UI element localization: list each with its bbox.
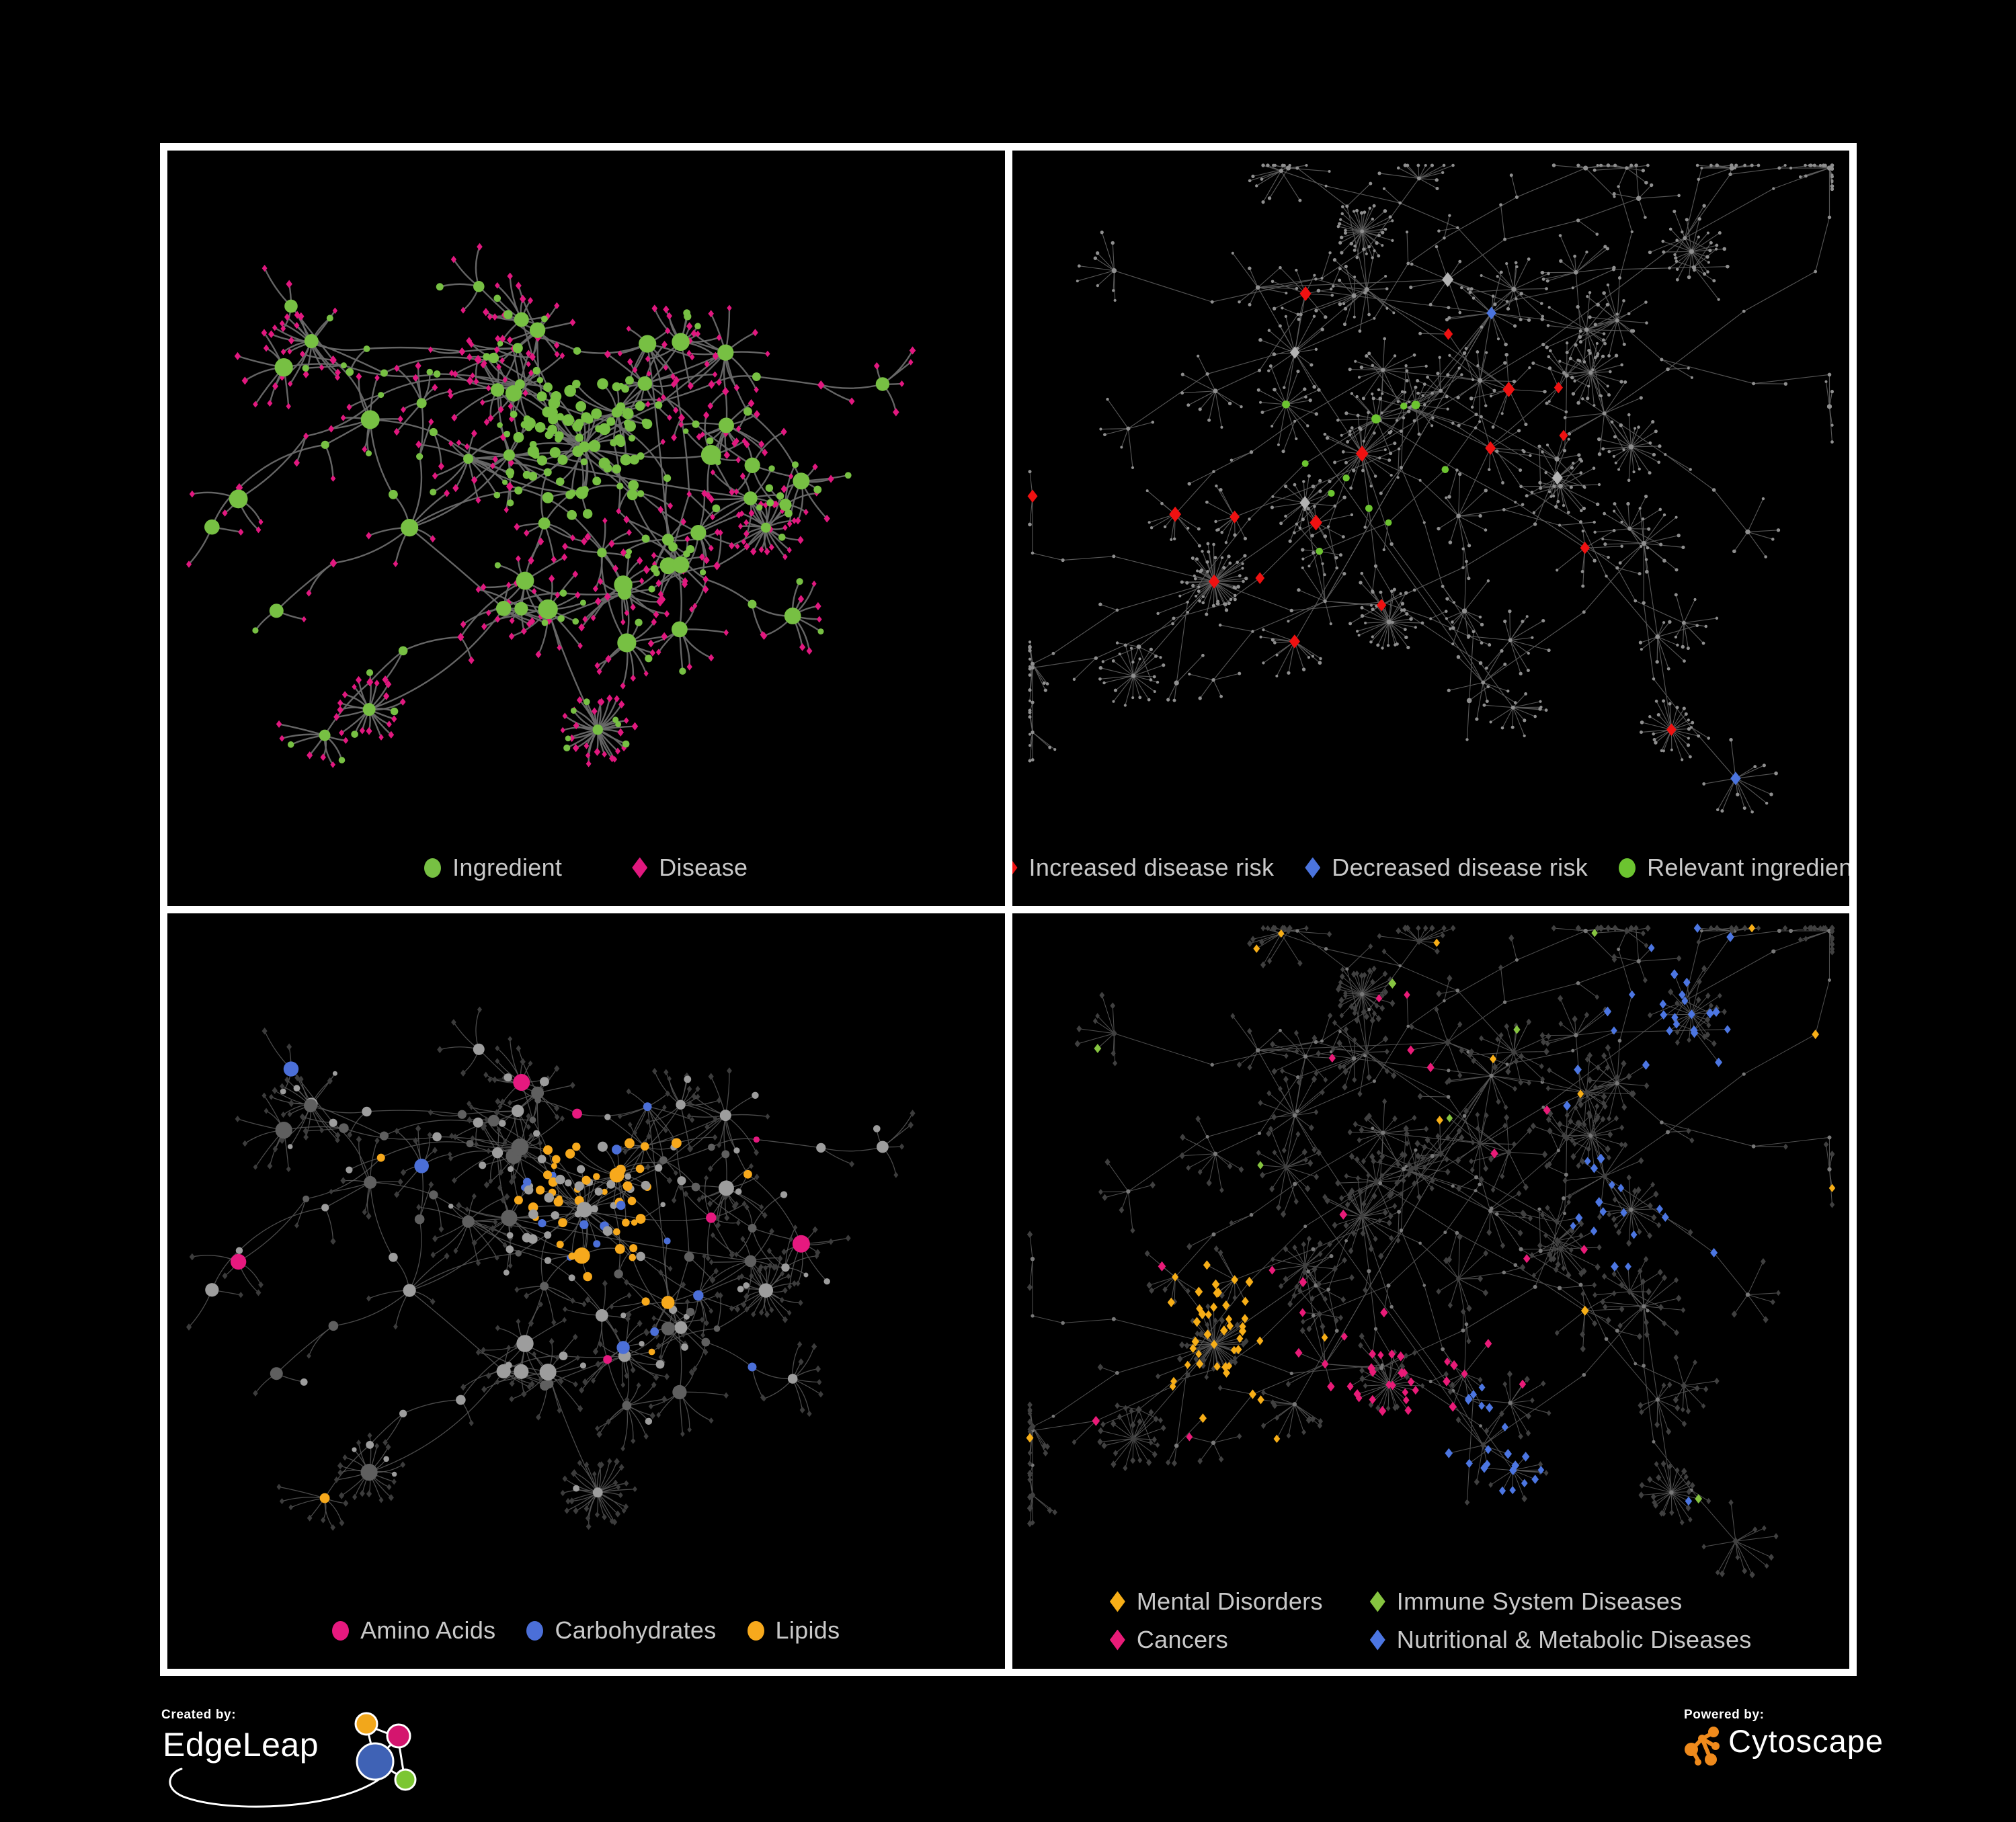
cytoscape-logo-icon [1685, 1727, 1720, 1766]
created-by-label: Created by: [161, 1708, 237, 1722]
relevant-ingredient-swatch-icon [1619, 858, 1636, 878]
carbohydrates-swatch-icon [526, 1620, 544, 1641]
legend-label: Decreased disease risk [1332, 854, 1588, 881]
legend-disease-risk: Increased disease risk Decreased disease… [1012, 854, 1849, 882]
panel-disease-risk: Increased disease risk Decreased disease… [1012, 151, 1849, 906]
legend-item: Ingredient [424, 854, 562, 882]
legend-item: Increased disease risk [1012, 854, 1275, 882]
legend-label: Cancers [1136, 1626, 1229, 1653]
nutritional-metabolic-swatch-icon [1369, 1629, 1385, 1651]
legend-label: Ingredient [452, 854, 563, 881]
mental-disorders-swatch-icon [1109, 1591, 1125, 1612]
powered-by-block: Powered by: Cytoscape [1684, 1708, 1966, 1809]
legend-item: Lipids [747, 1616, 840, 1645]
amino-acids-swatch-icon [332, 1620, 350, 1641]
created-by-block: Created by: EdgeLeap [161, 1708, 484, 1822]
legend-item: Nutritional & Metabolic Diseases [1369, 1626, 1752, 1654]
legend-disease-classes: Mental Disorders Immune System Diseases … [1012, 1587, 1850, 1654]
legend-label: Disease [659, 854, 748, 881]
increased-risk-swatch-icon [1012, 857, 1018, 878]
legend-item: Amino Acids [332, 1616, 495, 1645]
immune-diseases-swatch-icon [1369, 1591, 1385, 1612]
legend-label: Mental Disorders [1136, 1587, 1323, 1615]
legend-item: Mental Disorders [1109, 1587, 1323, 1616]
lipids-swatch-icon [747, 1620, 764, 1641]
panel-disease-classes: Mental Disorders Immune System Diseases … [1012, 913, 1850, 1669]
legend-label: Relevant ingredient [1647, 854, 1849, 881]
cancers-swatch-icon [1109, 1629, 1125, 1651]
legend-item: Immune System Diseases [1369, 1587, 1752, 1616]
panel-ingredient-disease: Ingredient Disease [167, 151, 1005, 906]
cytoscape-wordmark: Cytoscape [1728, 1723, 1884, 1759]
powered-by-label: Powered by: [1684, 1708, 1765, 1722]
legend-item: Carbohydrates [526, 1616, 716, 1645]
network-graph-ingredient-disease [186, 243, 916, 768]
disease-swatch-icon [632, 857, 648, 878]
legend-ingredient-disease: Ingredient Disease [167, 854, 1005, 882]
edgeleap-wordmark: EdgeLeap [163, 1726, 319, 1764]
legend-label: Increased disease risk [1029, 854, 1275, 881]
panel-nutrient-classes: Amino Acids Carbohydrates Lipids [167, 913, 1005, 1669]
legend-label: Amino Acids [360, 1616, 496, 1644]
legend-label: Immune System Diseases [1396, 1587, 1683, 1615]
network-graph-nutrient-classes [186, 1006, 916, 1531]
network-graph-disease-classes [1026, 923, 1835, 1579]
legend-nutrient-classes: Amino Acids Carbohydrates Lipids [167, 1616, 1005, 1645]
legend-item: Decreased disease risk [1305, 854, 1588, 882]
ingredient-swatch-icon [424, 858, 442, 878]
network-graph-disease-risk [1027, 163, 1834, 814]
legend-label: Nutritional & Metabolic Diseases [1396, 1626, 1752, 1653]
decreased-risk-swatch-icon [1305, 857, 1321, 878]
figure-grid: Ingredient Disease Increased disease ris… [160, 143, 1857, 1676]
legend-item: Cancers [1109, 1626, 1323, 1654]
legend-label: Lipids [775, 1616, 840, 1644]
legend-item: Relevant ingredient [1619, 854, 1849, 882]
legend-label: Carbohydrates [555, 1616, 717, 1644]
edgeleap-logo-icon [169, 1712, 417, 1808]
legend-item: Disease [632, 854, 748, 882]
